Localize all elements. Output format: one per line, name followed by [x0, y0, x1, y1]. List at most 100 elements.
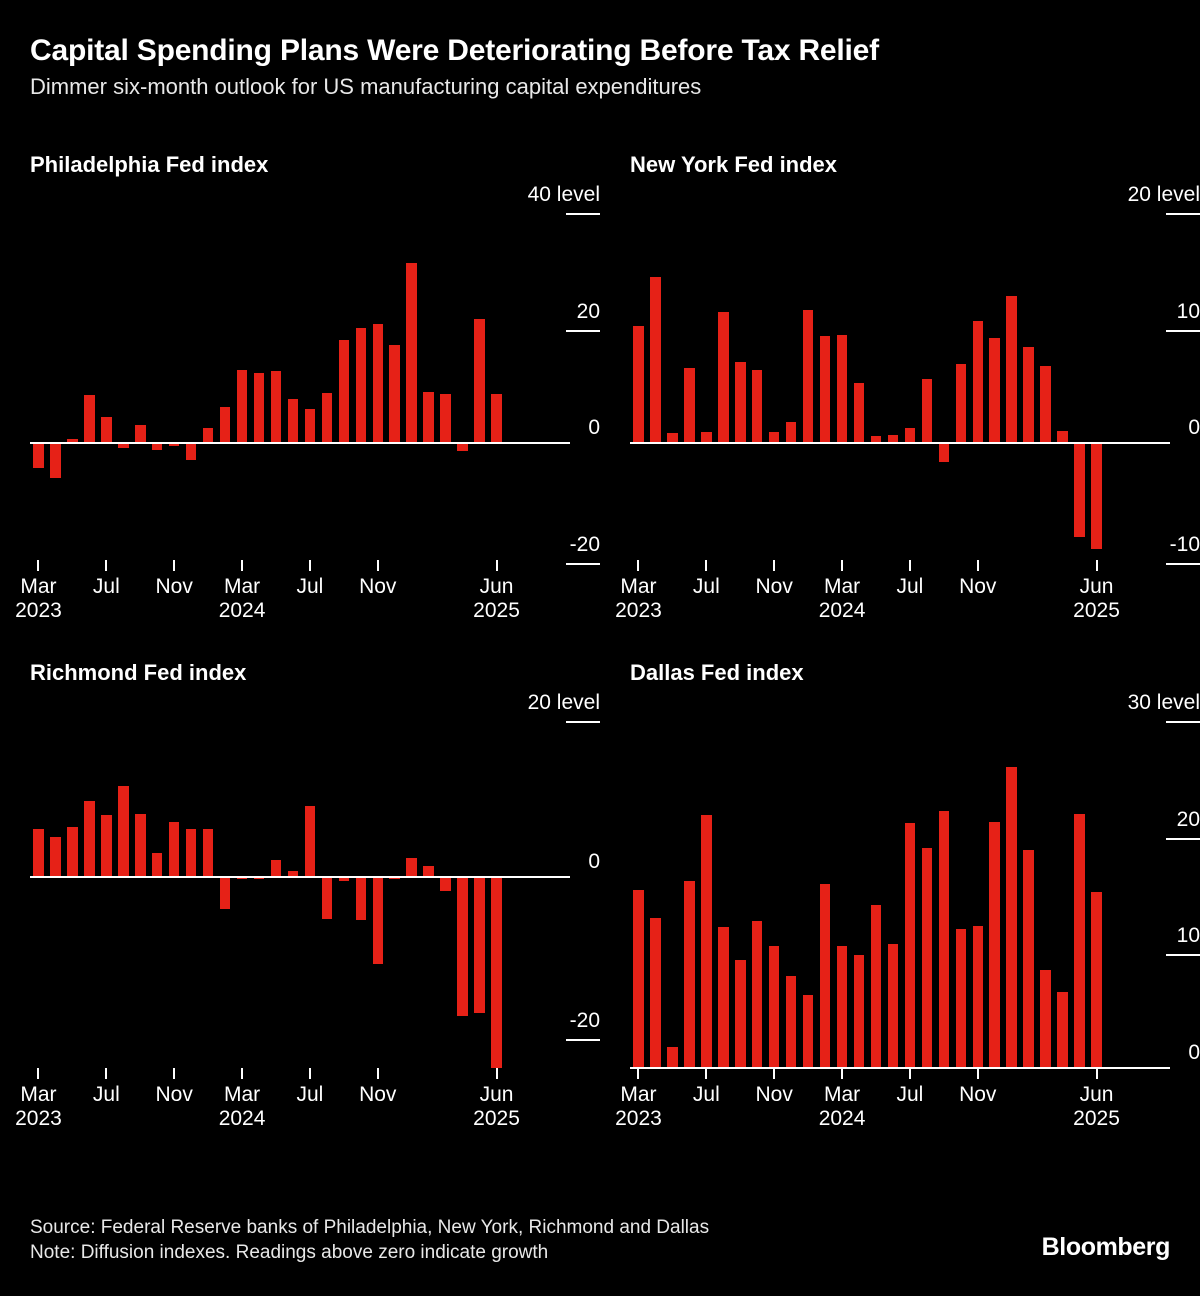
x-axis-year-label: 2024	[818, 1107, 866, 1131]
bar	[1006, 296, 1017, 444]
y-axis-tick: 30 level	[1105, 692, 1200, 723]
x-axis-year-label: 2023	[615, 599, 662, 623]
bar	[321, 877, 333, 920]
bar	[633, 325, 644, 444]
x-axis-tick	[841, 560, 844, 571]
bar	[633, 889, 644, 1068]
y-axis-tick: 10	[1105, 301, 1200, 332]
x-axis-tick-label: Nov	[755, 575, 793, 598]
x-axis-tick	[976, 1068, 979, 1079]
bar	[1074, 813, 1085, 1068]
bar	[304, 408, 316, 444]
x-axis-tick	[173, 1068, 176, 1079]
x-axis-tick	[37, 1068, 40, 1079]
bar	[389, 877, 400, 880]
bar	[1023, 346, 1034, 444]
bar	[50, 836, 61, 878]
y-axis-tick-label: -20	[569, 1009, 600, 1033]
bar	[50, 443, 61, 478]
y-axis-tick-label: 20	[576, 299, 600, 323]
x-axis-tick	[105, 560, 108, 571]
source-text: Source: Federal Reserve banks of Philade…	[30, 1216, 710, 1238]
x-axis-year-label: 2023	[15, 599, 62, 623]
x-axis-year-label: 2025	[473, 1107, 520, 1131]
bar	[989, 821, 1000, 1068]
x-axis-tick-label: Jul	[92, 1083, 120, 1106]
y-axis-tick: 0	[1105, 1042, 1200, 1063]
plot-area: 20 level 0 -20	[30, 692, 600, 1068]
x-axis-tick-label: Nov	[359, 1083, 397, 1106]
y-axis-tick-dash	[566, 721, 600, 723]
panel-new-york: New York Fed index 20 level 10 0 -10 Mar 202…	[600, 140, 1200, 645]
bar	[1057, 430, 1068, 444]
x-axis-tick	[705, 1068, 708, 1079]
x-axis-tick	[841, 1068, 844, 1079]
x-axis-tick-label: Nov	[359, 575, 397, 598]
panel-richmond: Richmond Fed index 20 level 0 -20 Mar 2023 J…	[0, 648, 600, 1153]
x-axis-year-label: 2025	[1073, 599, 1120, 623]
bar	[1040, 366, 1051, 444]
x-axis-tick	[37, 560, 40, 571]
y-axis-tick-dash	[1166, 954, 1200, 957]
x-axis-tick	[908, 560, 911, 571]
bar	[491, 394, 502, 444]
y-axis-tick-dash	[566, 1039, 600, 1042]
x-axis-year-label: 2023	[15, 1107, 62, 1131]
y-axis-tick: 0	[1105, 417, 1200, 438]
x-axis: Mar 2023 Jul Nov Mar 2024 Jul Nov Jun 2025	[15, 1068, 520, 1148]
x-axis-tick-label: Jun 2025	[473, 575, 520, 623]
panel-title: New York Fed index	[630, 152, 838, 177]
x-axis-tick-label: Mar 2023	[15, 575, 62, 623]
bar	[135, 814, 146, 878]
x-axis-year-label: 2024	[818, 599, 866, 623]
bar	[802, 994, 814, 1068]
y-axis-tick-label: 30 level	[1127, 691, 1200, 714]
y-axis-tick-label: 0	[588, 850, 600, 874]
bar	[768, 945, 780, 1068]
x-axis-tick-label: Jul	[296, 1083, 324, 1106]
bar	[168, 822, 180, 878]
x-axis-tick	[241, 1068, 244, 1079]
x-axis-tick	[1095, 560, 1098, 571]
bar	[372, 877, 384, 964]
bar	[202, 427, 214, 444]
x-axis-tick-label: Mar 2023	[615, 575, 662, 623]
bar	[684, 367, 695, 444]
bar	[101, 815, 112, 878]
bar	[84, 800, 95, 878]
page-subtitle: Dimmer six-month outlook for US manufact…	[30, 73, 702, 99]
bar	[389, 345, 400, 444]
x-axis-tick-label: Jul	[92, 575, 120, 598]
bar	[785, 422, 797, 444]
bar	[870, 436, 882, 444]
x-axis-tick	[105, 1068, 108, 1079]
y-axis-tick: 0	[505, 417, 600, 438]
bar	[202, 829, 214, 878]
y-axis-tick: 40 level	[505, 184, 600, 215]
x-axis-tick-label: Jun 2025	[473, 1083, 520, 1131]
x-axis-tick	[705, 560, 708, 571]
x-axis-year-label: 2025	[1073, 1107, 1120, 1131]
bar	[236, 877, 248, 880]
bar	[836, 334, 848, 444]
bar	[151, 853, 163, 878]
bar	[440, 393, 451, 444]
bar	[151, 443, 163, 451]
bar	[372, 324, 384, 444]
zero-baseline	[30, 442, 570, 445]
bar	[84, 394, 95, 444]
y-axis-tick-label: 0	[1188, 1041, 1200, 1064]
bar	[118, 443, 129, 448]
y-axis-tick-dash	[566, 329, 600, 332]
bar	[904, 428, 916, 444]
note-text: Note: Diffusion indexes. Readings above …	[30, 1242, 549, 1264]
bar	[802, 310, 814, 444]
x-axis-tick	[241, 560, 244, 571]
bar	[101, 417, 112, 444]
bar	[33, 443, 44, 468]
bar	[168, 443, 180, 447]
x-axis-tick-label: Nov	[155, 575, 193, 598]
zero-baseline	[30, 876, 570, 879]
bar	[701, 431, 712, 444]
